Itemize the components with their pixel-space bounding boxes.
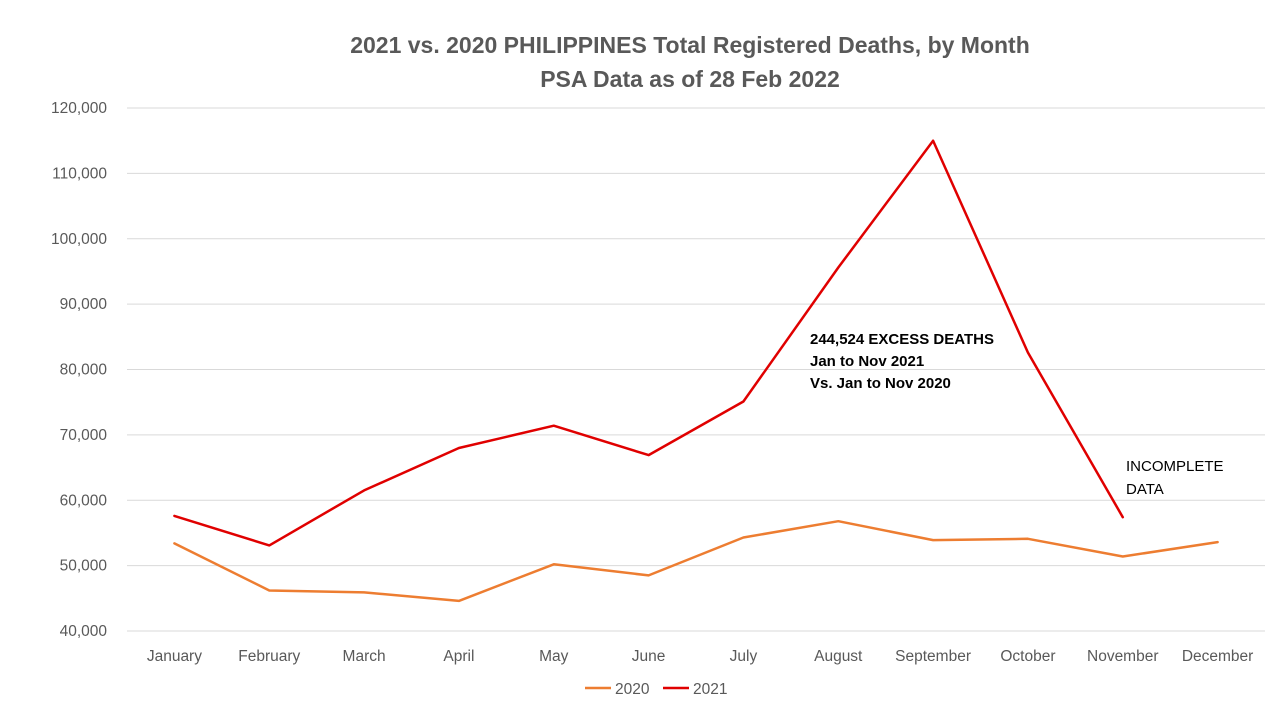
x-tick-label: August: [814, 648, 863, 665]
legend: 2020 2021: [585, 681, 727, 698]
annotation-text: Jan to Nov 2021: [810, 353, 924, 370]
x-tick-label: June: [632, 648, 666, 665]
series-line-2021: [173, 139, 1125, 547]
y-tick-label: 50,000: [60, 558, 108, 575]
y-tick-label: 80,000: [60, 362, 108, 379]
x-tick-label: November: [1087, 648, 1159, 665]
y-tick-label: 60,000: [60, 492, 108, 509]
y-tick-label: 40,000: [60, 623, 108, 640]
legend-label-2020: 2020: [615, 681, 650, 698]
annotations: 244,524 EXCESS DEATHS Jan to Nov 2021 Vs. …: [810, 331, 1224, 498]
x-tick-label: September: [895, 648, 971, 665]
series-lines: [173, 139, 1219, 603]
y-tick-label: 70,000: [60, 427, 108, 444]
gridlines: [127, 107, 1265, 632]
chart-subtitle: PSA Data as of 28 Feb 2022: [540, 66, 840, 92]
y-tick-label: 120,000: [51, 100, 107, 117]
legend-label-2021: 2021: [693, 681, 727, 698]
x-tick-label: May: [539, 648, 569, 665]
x-tick-label: January: [147, 648, 202, 665]
x-tick-label: February: [238, 648, 300, 665]
annotation-text: Vs. Jan to Nov 2020: [810, 375, 951, 392]
y-tick-label: 100,000: [51, 231, 107, 248]
x-axis-tick-labels: January February March April May June July Augu…: [147, 648, 1253, 665]
y-tick-label: 90,000: [60, 296, 108, 313]
chart-title: 2021 vs. 2020 PHILIPPINES Total Register…: [0, 28, 1280, 96]
x-tick-label: March: [343, 648, 386, 665]
annotation-text: 244,524 EXCESS DEATHS: [810, 331, 994, 348]
chart-title-line: 2021 vs. 2020 PHILIPPINES Total Register…: [350, 32, 1030, 58]
x-tick-label: December: [1182, 648, 1254, 665]
annotation-text: DATA: [1126, 481, 1164, 498]
series-line-2020: [173, 519, 1219, 603]
y-axis-tick-labels: 40,000 50,000 60,000 70,000 80,000 90,000 100,…: [51, 100, 107, 640]
annotation-text: INCOMPLETE: [1126, 458, 1224, 475]
y-tick-label: 110,000: [52, 165, 107, 182]
x-tick-label: July: [730, 648, 758, 665]
x-tick-label: October: [1000, 648, 1055, 665]
x-tick-label: April: [443, 648, 474, 665]
